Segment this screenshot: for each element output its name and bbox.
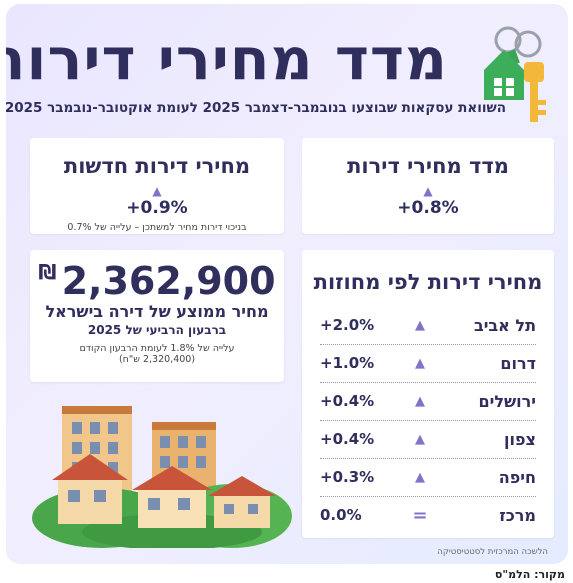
up-triangle-icon: ▲ <box>423 184 433 198</box>
average-price-panel: ₪ 2,362,900 מחיר ממוצע של דירה בישראל בר… <box>30 250 284 382</box>
region-value: +0.4% <box>320 392 375 410</box>
up-triangle-icon: ▲ <box>415 355 425 371</box>
up-triangle-icon: ▲ <box>415 317 425 333</box>
region-separator <box>320 420 536 421</box>
new-apartments-note: בניכוי דירות מחיר למשתכן – עלייה של 0.7% <box>67 222 247 233</box>
region-name: תל אביב <box>473 315 536 335</box>
page-title: מדד מחירי דירות <box>6 25 448 93</box>
region-row: +2.0% ▲ תל אביב <box>320 310 536 340</box>
region-value: +1.0% <box>320 354 375 372</box>
region-value: +2.0% <box>320 316 375 334</box>
up-triangle-icon: ▲ <box>152 184 162 198</box>
up-triangle-icon: ▲ <box>415 431 425 447</box>
average-price-note-1: עלייה של 1.8% לעומת הרבעון הקודם <box>79 343 235 354</box>
regions-panel: מחירי דירות לפי מחוזות +2.0% ▲ תל אביב +1.0… <box>302 250 554 538</box>
new-apartments-panel: מחירי דירות חדשות ▲ +0.9% בניכוי דירות מ… <box>30 138 284 234</box>
region-value: +0.3% <box>320 468 375 486</box>
subtitle: השוואת עסקאות שבוצעו בנובמבר-דצמבר 2025 … <box>6 100 506 116</box>
region-name: ירושלים <box>478 391 537 411</box>
region-separator <box>320 458 536 459</box>
index-value: +0.8% <box>397 198 459 218</box>
region-name: מרכז <box>499 505 536 525</box>
region-value: +0.4% <box>320 430 375 448</box>
houses-illustration <box>32 406 292 548</box>
index-panel-title: מדד מחירי דירות <box>347 154 509 178</box>
source-label: מקור: הלמ"ס <box>494 568 565 581</box>
region-name: חיפה <box>498 467 536 487</box>
region-separator <box>320 382 536 383</box>
new-apartments-value: +0.9% <box>126 198 188 218</box>
currency-symbol: ₪ <box>38 260 57 284</box>
region-separator <box>320 496 536 497</box>
region-row: +0.3% ▲ חיפה <box>320 462 536 492</box>
average-price: 2,362,900 <box>61 259 276 303</box>
equals-icon: = <box>412 504 428 526</box>
region-name: דרום <box>500 353 536 373</box>
source-inside: הלשכה המרכזית לסטטיסטיקה <box>437 547 548 557</box>
region-row: +0.4% ▲ ירושלים <box>320 386 536 416</box>
house-keys-icon <box>484 26 546 122</box>
regions-panel-title: מחירי דירות לפי מחוזות <box>313 270 543 294</box>
infographic-card: מדד מחירי דירות השוואת עסקאות שבוצעו בנו… <box>6 4 568 564</box>
new-apartments-title: מחירי דירות חדשות <box>63 154 251 178</box>
region-separator <box>320 344 536 345</box>
index-panel: מדד מחירי דירות ▲ +0.8% <box>302 138 554 234</box>
up-triangle-icon: ▲ <box>415 469 425 485</box>
region-value: 0.0% <box>320 506 362 524</box>
region-row: 0.0% = מרכז <box>320 500 536 530</box>
region-row: +0.4% ▲ צפון <box>320 424 536 454</box>
region-row: +1.0% ▲ דרום <box>320 348 536 378</box>
average-price-note-2: (2,320,400 ש"ח) <box>118 354 196 365</box>
average-price-period: ברבעון הרביעי של 2025 <box>87 323 227 337</box>
average-price-label: מחיר ממוצע של דירה בישראל <box>45 302 269 321</box>
up-triangle-icon: ▲ <box>415 393 425 409</box>
region-name: צפון <box>504 429 536 449</box>
